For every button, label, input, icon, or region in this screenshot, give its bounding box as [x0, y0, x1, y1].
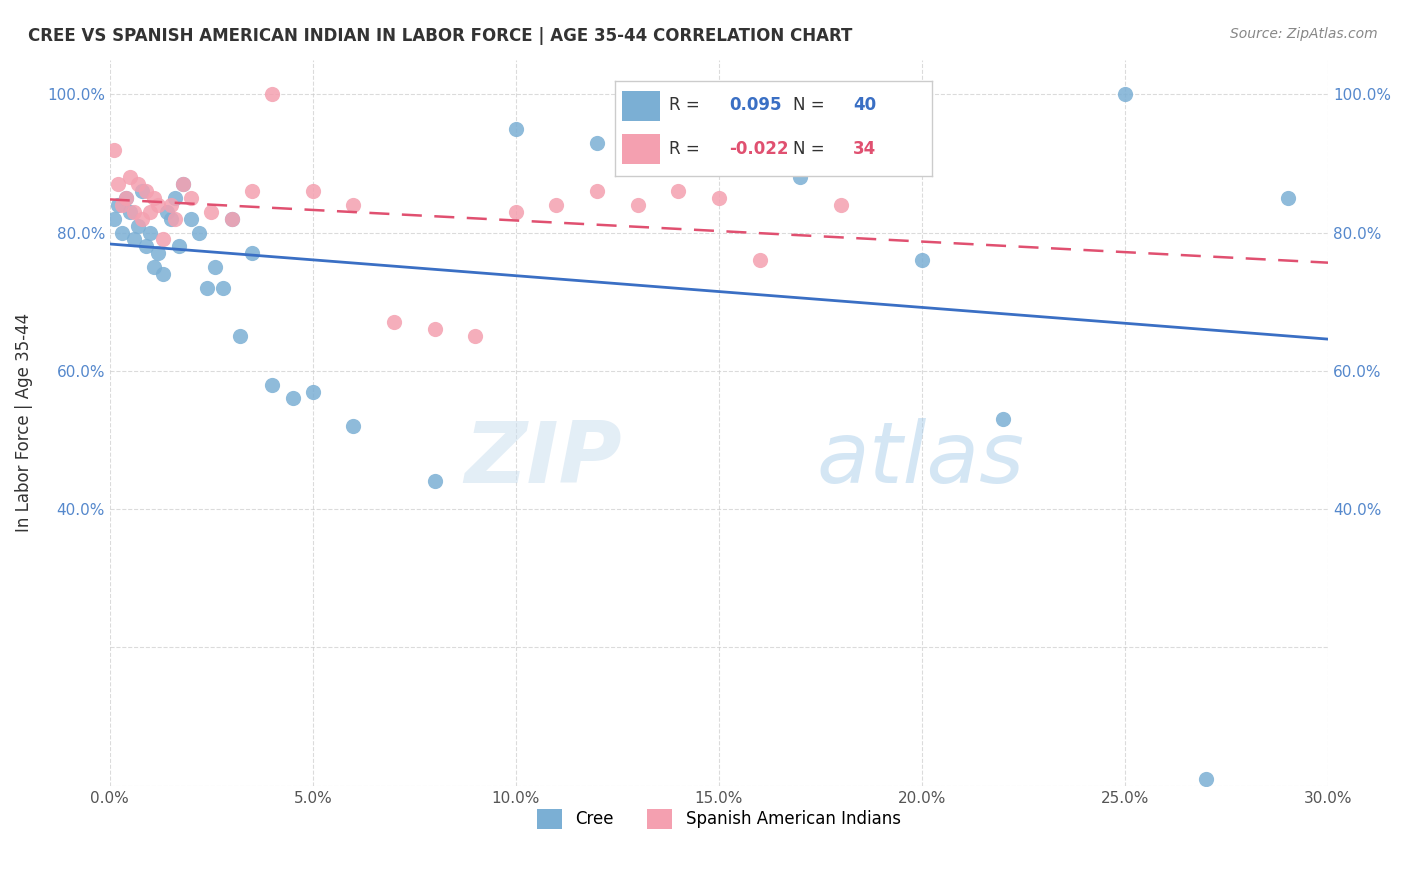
Point: [120, 170, 142, 185]
Point: [120, 204, 142, 219]
Point: [127, 219, 149, 233]
Point: [159, 211, 181, 226]
Point: [342, 198, 364, 212]
Point: [148, 246, 170, 260]
Text: CREE VS SPANISH AMERICAN INDIAN IN LABOR FORCE | AGE 35-44 CORRELATION CHART: CREE VS SPANISH AMERICAN INDIAN IN LABOR…: [28, 27, 852, 45]
Point: [143, 260, 166, 274]
Point: [139, 226, 162, 240]
Point: [163, 211, 186, 226]
Y-axis label: In Labor Force | Age 35-44: In Labor Force | Age 35-44: [15, 313, 32, 533]
Point: [180, 191, 202, 205]
Point: [131, 184, 153, 198]
Text: atlas: atlas: [817, 417, 1025, 500]
Point: [586, 184, 609, 198]
Text: ZIP: ZIP: [464, 417, 621, 500]
Point: [167, 239, 190, 253]
Point: [115, 191, 138, 205]
Point: [122, 204, 145, 219]
Point: [107, 177, 129, 191]
Point: [240, 246, 263, 260]
Point: [163, 191, 186, 205]
Point: [830, 198, 852, 212]
Point: [423, 475, 446, 489]
Point: [221, 211, 243, 226]
Point: [107, 198, 129, 212]
Point: [586, 136, 609, 150]
Point: [122, 232, 145, 246]
Point: [148, 198, 170, 212]
Point: [188, 226, 211, 240]
Point: [1277, 191, 1299, 205]
Point: [135, 184, 157, 198]
Point: [423, 322, 446, 336]
Point: [221, 211, 243, 226]
Point: [505, 204, 527, 219]
Point: [301, 384, 323, 399]
Point: [143, 191, 166, 205]
Point: [505, 121, 527, 136]
Point: [155, 204, 177, 219]
Point: [748, 253, 770, 268]
Point: [180, 211, 202, 226]
Point: [115, 191, 138, 205]
Point: [707, 87, 730, 102]
Point: [228, 329, 250, 343]
Point: [464, 329, 486, 343]
Point: [262, 377, 284, 392]
Point: [546, 198, 568, 212]
Point: [172, 177, 194, 191]
Point: [911, 253, 934, 268]
Point: [172, 177, 194, 191]
Text: Source: ZipAtlas.com: Source: ZipAtlas.com: [1230, 27, 1378, 41]
Point: [152, 232, 174, 246]
Point: [204, 260, 226, 274]
Point: [382, 315, 405, 329]
Point: [152, 267, 174, 281]
Point: [103, 143, 125, 157]
Point: [666, 184, 689, 198]
Point: [159, 198, 181, 212]
Point: [301, 184, 323, 198]
Point: [103, 211, 125, 226]
Point: [195, 281, 218, 295]
Point: [1195, 772, 1218, 786]
Legend: Cree, Spanish American Indians: Cree, Spanish American Indians: [530, 802, 907, 836]
Point: [789, 170, 811, 185]
Point: [262, 87, 284, 102]
Point: [200, 204, 222, 219]
Point: [212, 281, 235, 295]
Point: [139, 204, 162, 219]
Point: [342, 419, 364, 434]
Point: [281, 392, 304, 406]
Point: [135, 239, 157, 253]
Point: [111, 198, 134, 212]
Point: [1114, 87, 1136, 102]
Point: [131, 211, 153, 226]
Point: [127, 177, 149, 191]
Point: [111, 226, 134, 240]
Point: [627, 198, 650, 212]
Point: [993, 412, 1015, 426]
Point: [240, 184, 263, 198]
Point: [707, 191, 730, 205]
